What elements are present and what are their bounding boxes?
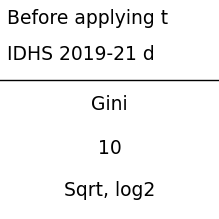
Text: 10: 10	[98, 138, 121, 157]
Text: Sqrt, log2: Sqrt, log2	[64, 182, 155, 201]
Text: Before applying t: Before applying t	[7, 9, 168, 28]
Text: Gini: Gini	[91, 95, 128, 115]
Text: IDHS 2019-21 d: IDHS 2019-21 d	[7, 46, 154, 65]
